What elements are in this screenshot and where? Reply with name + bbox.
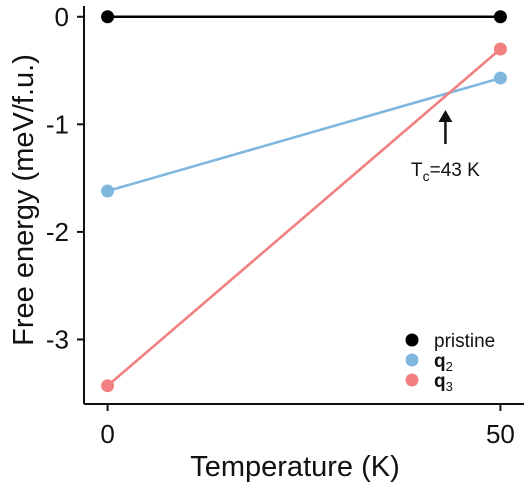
annotation-label: Tc=43 K bbox=[411, 160, 480, 184]
annotation-label-subscript: c bbox=[423, 168, 430, 184]
y-tick-label: -2 bbox=[46, 217, 69, 247]
y-tick-label: 0 bbox=[55, 2, 69, 32]
series-layer bbox=[101, 10, 507, 393]
data-point bbox=[101, 184, 115, 198]
series-line bbox=[106, 48, 502, 387]
legend-label: q3 bbox=[434, 371, 453, 394]
series-q2 bbox=[101, 71, 507, 198]
x-tick-label: 0 bbox=[100, 419, 114, 449]
annotation-label-main: T bbox=[411, 160, 423, 181]
legend-marker bbox=[405, 353, 419, 367]
series-line bbox=[107, 76, 501, 193]
annotation-arrowhead bbox=[438, 110, 453, 123]
data-point bbox=[101, 10, 115, 24]
y-tick-label: -1 bbox=[46, 109, 69, 139]
legend-marker bbox=[405, 373, 419, 387]
legend-label: q2 bbox=[434, 351, 453, 374]
y-ticks: 0 -1 -2 -3 bbox=[46, 2, 84, 354]
series-pristine bbox=[101, 10, 507, 24]
transition-annotation: Tc=43 K bbox=[411, 110, 480, 184]
data-point bbox=[101, 379, 115, 393]
legend-item: pristine bbox=[405, 331, 495, 352]
series-q3 bbox=[101, 42, 507, 393]
data-point bbox=[493, 42, 507, 56]
legend-item: q3 bbox=[405, 371, 453, 394]
data-point bbox=[493, 71, 507, 85]
legend-item: q2 bbox=[405, 351, 453, 374]
legend-label: pristine bbox=[434, 331, 495, 352]
data-point bbox=[493, 10, 507, 24]
x-ticks: 0 50 bbox=[100, 404, 515, 449]
annotation-label-rest: =43 K bbox=[430, 160, 481, 181]
x-axis-title: Temperature (K) bbox=[190, 451, 400, 483]
legend-marker bbox=[405, 333, 419, 347]
axes bbox=[83, 6, 524, 405]
y-axis-title: Free energy (meV/f.u.) bbox=[8, 54, 40, 346]
y-tick-label: -3 bbox=[46, 324, 69, 354]
x-tick-label: 50 bbox=[486, 419, 515, 449]
